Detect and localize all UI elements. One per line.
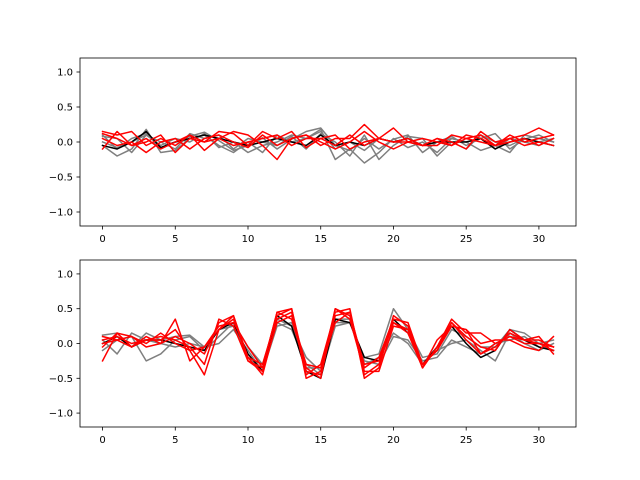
x-tick-label: 10 xyxy=(242,234,255,245)
axes-panel-1: 0 5 10 15 20 25 30 −1.0 −0.5 0.0 0.5 1.0 xyxy=(49,57,577,245)
y-tick-label: 1.0 xyxy=(57,269,73,280)
x-tick-label: 30 xyxy=(533,435,546,446)
x-tick-label: 20 xyxy=(387,435,400,446)
x-tick-label: 0 xyxy=(99,435,105,446)
x-tick-label: 30 xyxy=(533,234,546,245)
series-line-2 xyxy=(101,128,555,164)
x-tick-label: 20 xyxy=(387,234,400,245)
x-tick-label: 25 xyxy=(460,435,473,446)
series-line-6 xyxy=(101,307,555,380)
y-tick-label: 0.0 xyxy=(57,138,73,149)
x-tick-label: 15 xyxy=(314,234,327,245)
y-tick-label: −0.5 xyxy=(49,173,73,184)
series-group xyxy=(101,307,555,380)
series-group xyxy=(101,123,555,164)
y-tick-label: 1.0 xyxy=(57,68,73,79)
y-tick-label: −1.0 xyxy=(49,208,73,219)
axes-panel-2: 0 5 10 15 20 25 30 −1.0 −0.5 0.0 0.5 1.0 xyxy=(49,259,577,446)
series-line-9 xyxy=(101,132,555,150)
x-tick-label: 10 xyxy=(242,435,255,446)
x-tick-label: 25 xyxy=(460,234,473,245)
y-tick-label: 0.0 xyxy=(57,339,73,350)
y-tick-label: 0.5 xyxy=(57,103,73,114)
y-tick-label: 0.5 xyxy=(57,304,73,315)
x-tick-label: 0 xyxy=(99,234,105,245)
x-tick-label: 5 xyxy=(172,234,178,245)
series-line-9 xyxy=(101,311,555,376)
series-line-7 xyxy=(101,130,555,154)
x-tick-label: 15 xyxy=(314,435,327,446)
y-tick-label: −1.0 xyxy=(49,409,73,420)
x-tick-label: 5 xyxy=(172,435,178,446)
y-tick-label: −0.5 xyxy=(49,374,73,385)
